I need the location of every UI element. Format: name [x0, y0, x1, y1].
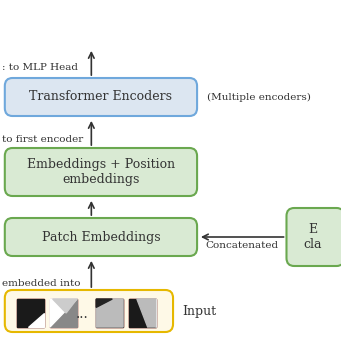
Polygon shape	[53, 299, 77, 313]
Polygon shape	[50, 299, 77, 327]
Polygon shape	[96, 299, 123, 327]
FancyBboxPatch shape	[5, 148, 197, 196]
FancyBboxPatch shape	[286, 208, 341, 266]
Text: embedded into: embedded into	[2, 279, 80, 287]
Text: to first encoder: to first encoder	[2, 135, 83, 145]
Polygon shape	[137, 299, 156, 327]
FancyBboxPatch shape	[5, 290, 173, 332]
Text: Transformer Encoders: Transformer Encoders	[29, 90, 173, 104]
FancyBboxPatch shape	[50, 299, 77, 327]
FancyBboxPatch shape	[96, 299, 123, 327]
Text: ...: ...	[75, 307, 88, 321]
Polygon shape	[129, 299, 156, 327]
FancyBboxPatch shape	[129, 299, 156, 327]
Text: E
cla: E cla	[303, 223, 322, 251]
FancyBboxPatch shape	[5, 218, 197, 256]
Text: Patch Embeddings: Patch Embeddings	[42, 231, 160, 243]
Polygon shape	[96, 299, 123, 327]
Text: : to MLP Head: : to MLP Head	[2, 63, 78, 73]
Text: (Multiple encoders): (Multiple encoders)	[207, 92, 311, 102]
Polygon shape	[137, 299, 156, 327]
Polygon shape	[28, 313, 44, 327]
Text: Embeddings + Position
embeddings: Embeddings + Position embeddings	[27, 158, 175, 186]
Polygon shape	[17, 299, 44, 327]
FancyBboxPatch shape	[17, 299, 44, 327]
Text: Input: Input	[183, 305, 217, 317]
Polygon shape	[50, 299, 77, 327]
Text: Concatenated: Concatenated	[206, 241, 279, 251]
FancyBboxPatch shape	[5, 78, 197, 116]
Polygon shape	[96, 299, 112, 307]
